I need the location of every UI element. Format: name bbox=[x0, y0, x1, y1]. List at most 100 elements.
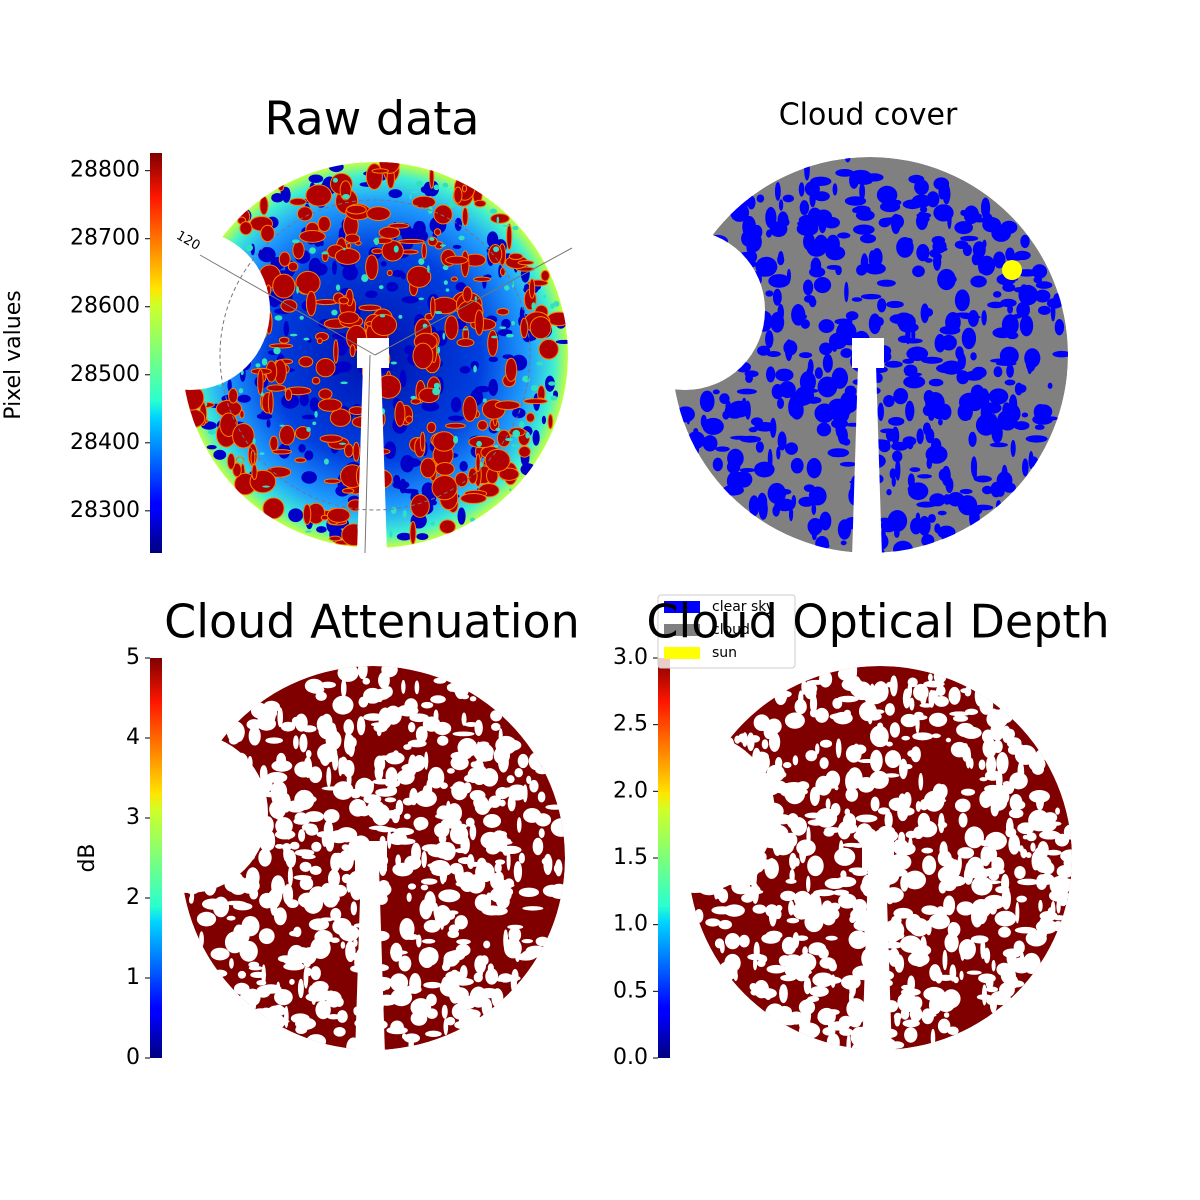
image-blob bbox=[415, 726, 428, 743]
image-blob bbox=[1016, 301, 1031, 318]
image-blob bbox=[810, 176, 832, 187]
image-blob bbox=[844, 281, 849, 303]
image-blob bbox=[816, 422, 832, 437]
image-blob bbox=[545, 804, 565, 810]
image-blob bbox=[845, 787, 859, 802]
image-blob bbox=[872, 734, 889, 748]
image-blob bbox=[992, 291, 1002, 298]
image-blob bbox=[807, 518, 823, 536]
sun bbox=[1002, 260, 1022, 280]
image-blob bbox=[452, 244, 462, 249]
image-blob bbox=[804, 159, 810, 181]
image-blob bbox=[1016, 895, 1027, 903]
image-blob bbox=[305, 749, 312, 758]
image-blob bbox=[498, 467, 520, 481]
image-blob bbox=[434, 822, 450, 838]
image-blob bbox=[329, 408, 352, 427]
image-blob bbox=[821, 1011, 830, 1021]
image-blob bbox=[538, 813, 549, 827]
image-blob bbox=[304, 450, 314, 461]
image-blob bbox=[982, 738, 997, 759]
image-blob bbox=[712, 457, 723, 472]
image-blob bbox=[314, 411, 318, 418]
image-blob bbox=[386, 1026, 408, 1035]
image-blob bbox=[316, 526, 327, 533]
image-blob bbox=[805, 367, 813, 385]
image-blob bbox=[483, 940, 491, 949]
image-blob bbox=[482, 398, 487, 403]
image-blob bbox=[840, 348, 853, 358]
image-blob bbox=[921, 534, 935, 548]
image-blob bbox=[860, 293, 882, 300]
image-blob bbox=[434, 310, 443, 315]
image-blob bbox=[784, 442, 798, 455]
image-blob bbox=[335, 284, 341, 291]
image-blob bbox=[279, 424, 296, 446]
image-blob bbox=[793, 968, 812, 976]
image-blob bbox=[528, 752, 543, 771]
image-blob bbox=[416, 533, 429, 540]
image-blob bbox=[933, 252, 942, 262]
image-blob bbox=[845, 745, 862, 763]
image-blob bbox=[747, 195, 756, 210]
image-blob bbox=[803, 977, 812, 995]
image-blob bbox=[346, 936, 354, 942]
image-blob bbox=[439, 519, 456, 535]
image-blob bbox=[321, 251, 329, 255]
image-blob bbox=[393, 245, 399, 253]
image-blob bbox=[942, 949, 948, 971]
image-blob bbox=[272, 273, 296, 299]
image-blob bbox=[529, 779, 539, 793]
image-blob bbox=[838, 840, 844, 860]
image-blob bbox=[958, 813, 968, 828]
image-blob bbox=[229, 958, 234, 969]
image-blob bbox=[398, 238, 425, 244]
image-blob bbox=[442, 332, 446, 340]
image-blob bbox=[237, 733, 243, 742]
image-blob bbox=[765, 330, 774, 349]
image-blob bbox=[1002, 482, 1016, 493]
image-blob bbox=[792, 755, 799, 766]
image-blob bbox=[260, 411, 266, 417]
image-blob bbox=[891, 476, 896, 487]
image-blob bbox=[463, 782, 472, 794]
image-blob bbox=[460, 1009, 480, 1025]
image-blob bbox=[772, 288, 782, 306]
image-blob bbox=[919, 703, 933, 708]
image-blob bbox=[718, 919, 732, 930]
colorbar-tick-label: 3 bbox=[126, 805, 140, 830]
image-blob bbox=[476, 440, 482, 448]
image-blob bbox=[353, 938, 358, 947]
image-blob bbox=[907, 975, 916, 993]
image-blob bbox=[813, 277, 832, 294]
image-blob bbox=[547, 413, 554, 430]
image-blob bbox=[849, 171, 859, 189]
image-blob bbox=[553, 300, 560, 307]
image-blob bbox=[336, 1010, 348, 1023]
image-blob bbox=[346, 204, 367, 215]
image-blob bbox=[848, 930, 868, 950]
image-blob bbox=[358, 304, 382, 312]
image-blob bbox=[285, 850, 297, 868]
image-blob bbox=[964, 826, 985, 849]
image-blob bbox=[219, 412, 238, 437]
image-blob bbox=[806, 875, 811, 892]
image-blob bbox=[1050, 901, 1056, 918]
image-blob bbox=[783, 340, 798, 356]
image-blob bbox=[294, 849, 315, 857]
image-blob bbox=[407, 739, 427, 748]
image-blob bbox=[419, 899, 433, 920]
image-blob bbox=[970, 275, 987, 288]
image-blob bbox=[409, 194, 412, 200]
image-blob bbox=[997, 409, 1018, 431]
image-blob bbox=[259, 452, 265, 456]
image-blob bbox=[196, 911, 217, 927]
image-blob bbox=[727, 448, 744, 468]
image-blob bbox=[965, 370, 985, 379]
image-blob bbox=[257, 369, 264, 396]
image-blob bbox=[485, 968, 499, 985]
image-blob bbox=[450, 276, 458, 282]
image-blob bbox=[299, 876, 314, 891]
image-blob bbox=[538, 828, 545, 839]
image-blob bbox=[414, 848, 420, 863]
